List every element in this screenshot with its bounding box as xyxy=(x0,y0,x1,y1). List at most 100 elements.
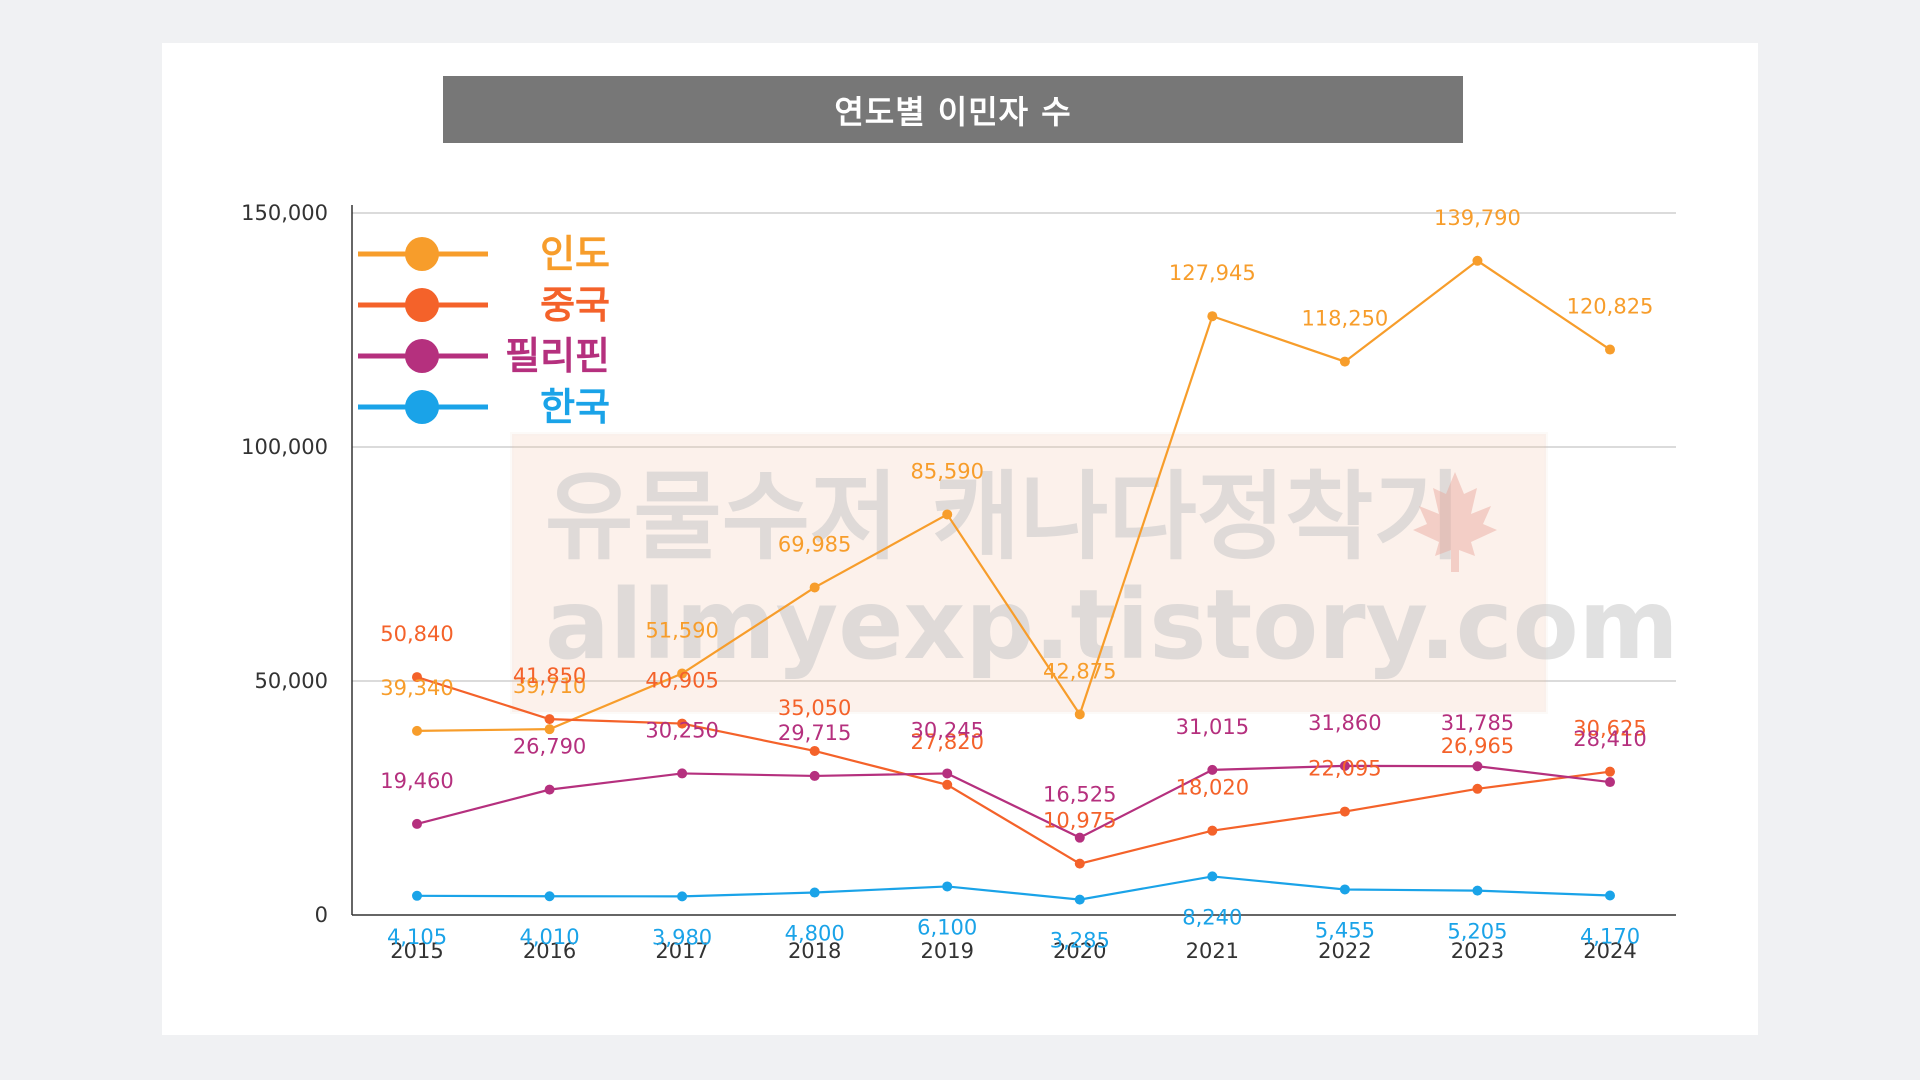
y-tick-label: 0 xyxy=(315,903,328,927)
legend-swatch-marker xyxy=(405,390,439,424)
data-point xyxy=(1074,832,1085,843)
data-label: 30,625 xyxy=(1573,717,1646,741)
data-label: 27,820 xyxy=(910,730,983,754)
y-tick-label: 100,000 xyxy=(241,435,328,459)
data-label: 4,170 xyxy=(1580,924,1640,948)
data-label: 5,205 xyxy=(1447,920,1507,944)
series-line xyxy=(416,259,1611,732)
data-point xyxy=(1339,806,1350,817)
x-tick-label: 2016 xyxy=(523,939,576,963)
chart-card xyxy=(162,43,1758,1035)
data-label: 16,525 xyxy=(1043,783,1116,807)
data-label: 51,590 xyxy=(645,619,718,643)
data-point xyxy=(1472,761,1483,772)
data-point xyxy=(942,509,953,520)
axes: 0 50,000 100,000 150,000 2015 2016 2017 2018 201… xyxy=(241,201,1676,963)
series-line xyxy=(416,875,1611,901)
x-tick-label: 2017 xyxy=(655,939,708,963)
watermark-line2: allmyexp.tistory.com xyxy=(545,569,1679,681)
data-label: 31,860 xyxy=(1308,711,1381,735)
data-point xyxy=(412,725,422,736)
data-point xyxy=(412,818,422,829)
legend-label: 중국 xyxy=(540,283,610,327)
watermark: 유물수저 캐나다정착기 allmyexp.tistory.com xyxy=(510,432,1679,714)
x-tick-label: 2022 xyxy=(1318,939,1371,963)
x-tick-label: 2021 xyxy=(1186,939,1239,963)
data-label: 139,790 xyxy=(1434,206,1521,230)
series-line xyxy=(416,676,1611,865)
data-label: 4,800 xyxy=(785,922,845,946)
y-tick-label: 150,000 xyxy=(241,201,328,225)
legend-label: 인도 xyxy=(540,232,610,276)
data-point xyxy=(1207,825,1218,836)
data-point xyxy=(1207,311,1218,322)
data-point xyxy=(544,784,555,795)
data-label: 4,105 xyxy=(387,925,447,949)
data-label: 22,095 xyxy=(1308,757,1381,781)
data-point xyxy=(942,881,953,892)
data-label: 3,980 xyxy=(652,925,712,949)
data-point xyxy=(809,887,820,898)
legend-label: 한국 xyxy=(540,385,610,429)
series-line xyxy=(416,764,1611,839)
watermark-line1: 유물수저 캐나다정착기 xyxy=(545,461,1462,573)
data-label: 118,250 xyxy=(1301,307,1388,331)
data-label: 10,975 xyxy=(1043,809,1116,833)
data-label: 31,015 xyxy=(1176,715,1249,739)
data-label: 29,715 xyxy=(778,721,851,745)
legend-swatch-marker xyxy=(405,237,439,271)
x-tick-label: 2024 xyxy=(1583,939,1636,963)
data-point xyxy=(677,891,688,902)
data-point xyxy=(1605,890,1615,901)
data-point xyxy=(1339,760,1350,771)
data-label: 85,590 xyxy=(910,459,983,483)
data-label: 30,250 xyxy=(645,718,718,742)
x-tick-label: 2023 xyxy=(1451,939,1504,963)
data-point xyxy=(677,768,688,779)
data-label: 42,875 xyxy=(1043,659,1116,683)
data-point xyxy=(1074,894,1085,905)
data-point xyxy=(1207,871,1218,882)
data-label: 35,050 xyxy=(778,696,851,720)
data-point xyxy=(412,672,422,683)
data-point xyxy=(677,718,688,729)
data-label: 31,785 xyxy=(1441,711,1514,735)
data-point xyxy=(809,745,820,756)
data-point xyxy=(544,714,555,725)
data-label: 30,245 xyxy=(910,718,983,742)
data-label: 6,100 xyxy=(917,915,977,939)
data-point xyxy=(412,890,422,901)
data-point xyxy=(809,582,820,593)
data-label: 18,020 xyxy=(1176,776,1249,800)
legend-swatch-marker xyxy=(405,339,439,373)
data-point xyxy=(809,770,820,781)
data-point xyxy=(1605,777,1615,788)
data-label: 40,905 xyxy=(645,669,718,693)
data-label: 120,825 xyxy=(1567,295,1654,319)
data-label: 5,455 xyxy=(1315,918,1375,942)
data-label: 4,010 xyxy=(519,925,579,949)
data-point xyxy=(1472,885,1483,896)
data-label: 39,340 xyxy=(380,676,453,700)
legend-swatch-marker xyxy=(405,288,439,322)
data-point xyxy=(1605,344,1615,355)
chart-title: 연도별 이민자 수 xyxy=(443,76,1463,143)
grid-lines xyxy=(352,212,1676,682)
data-point xyxy=(1074,858,1085,869)
data-point xyxy=(1472,783,1483,794)
y-tick-label: 50,000 xyxy=(255,669,328,693)
data-point xyxy=(1605,766,1615,777)
maple-leaf-icon xyxy=(1413,472,1497,572)
watermark-box xyxy=(510,432,1548,714)
data-point xyxy=(677,668,688,679)
data-point xyxy=(1339,356,1350,367)
data-label: 8,240 xyxy=(1182,905,1242,929)
data-label: 26,965 xyxy=(1441,734,1514,758)
x-tick-label: 2019 xyxy=(920,939,973,963)
data-label: 19,460 xyxy=(380,769,453,793)
x-tick-label: 2018 xyxy=(788,939,841,963)
data-label: 39,710 xyxy=(513,674,586,698)
data-label: 50,840 xyxy=(380,622,453,646)
data-label: 3,285 xyxy=(1050,929,1110,953)
